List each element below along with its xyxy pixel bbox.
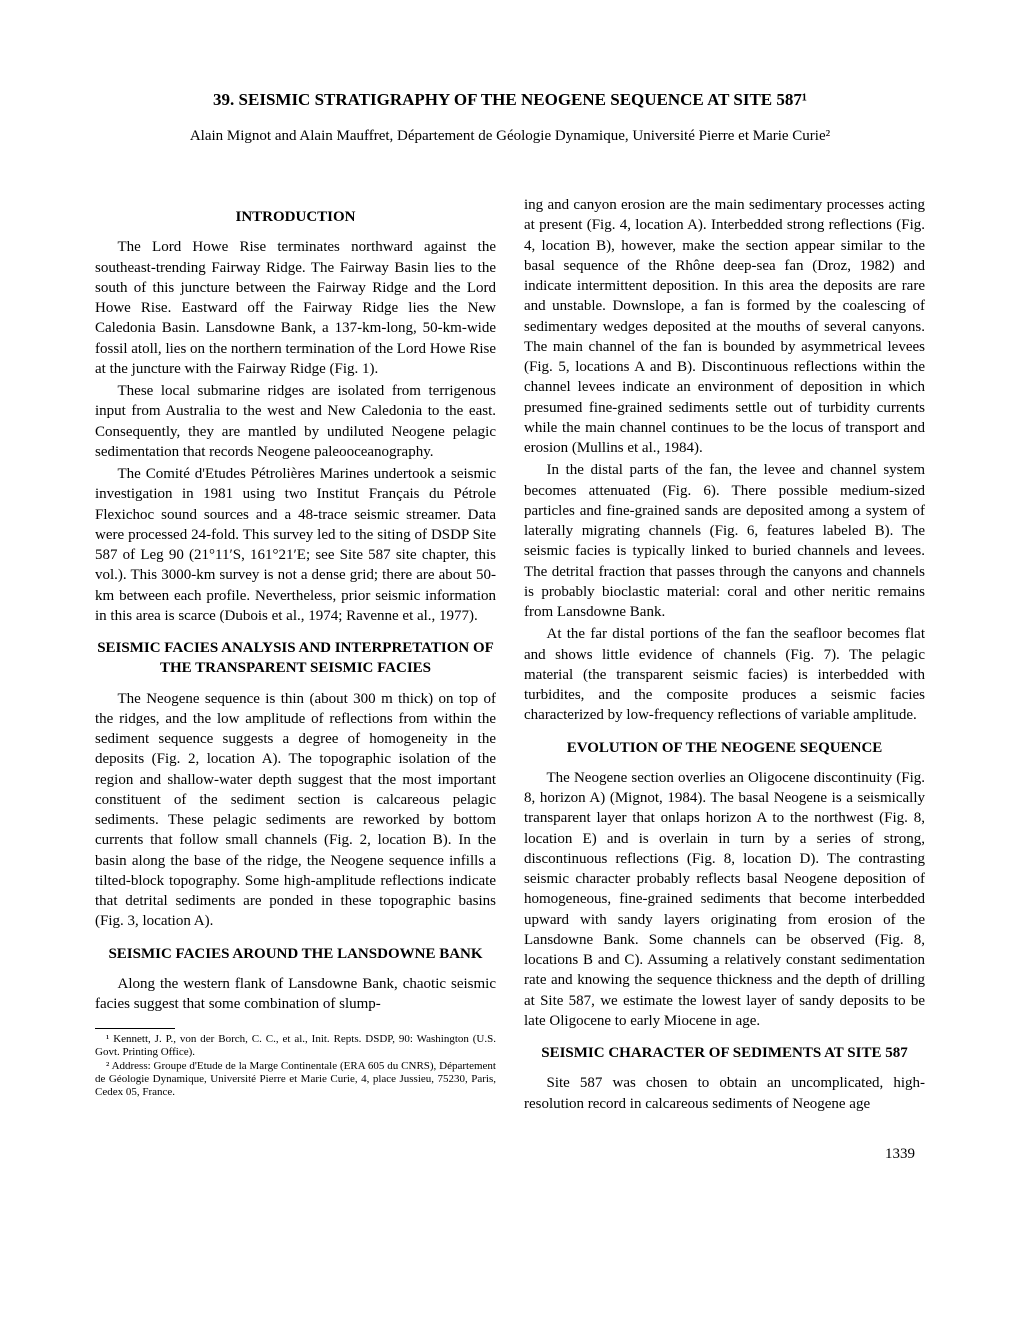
chapter-title: 39. SEISMIC STRATIGRAPHY OF THE NEOGENE …: [95, 90, 925, 110]
paragraph: The Comité d'Etudes Pétrolières Marines …: [95, 464, 496, 626]
footnote-2: ² Address: Groupe d'Etude de la Marge Co…: [95, 1060, 496, 1100]
section-heading-facies: SEISMIC FACIES ANALYSIS AND INTERPRETATI…: [95, 638, 496, 679]
paragraph-continuation: ing and canyon erosion are the main sedi…: [524, 195, 925, 458]
footnote-1: ¹ Kennett, J. P., von der Borch, C. C., …: [95, 1033, 496, 1059]
footnote-divider: [95, 1028, 175, 1029]
paragraph: Site 587 was chosen to obtain an uncompl…: [524, 1073, 925, 1114]
authors-line: Alain Mignot and Alain Mauffret, Départe…: [95, 128, 925, 145]
page-number: 1339: [95, 1146, 925, 1163]
paragraph: In the distal parts of the fan, the leve…: [524, 460, 925, 622]
paragraph: The Lord Howe Rise terminates northward …: [95, 237, 496, 379]
paragraph: The Neogene section overlies an Oligocen…: [524, 768, 925, 1031]
two-column-body: INTRODUCTION The Lord Howe Rise terminat…: [95, 195, 925, 1116]
section-heading-evolution: EVOLUTION OF THE NEOGENE SEQUENCE: [524, 738, 925, 758]
paragraph: At the far distal portions of the fan th…: [524, 624, 925, 725]
paragraph: Along the western flank of Lansdowne Ban…: [95, 974, 496, 1015]
section-heading-bank: SEISMIC FACIES AROUND THE LANSDOWNE BANK: [95, 944, 496, 964]
paragraph: The Neogene sequence is thin (about 300 …: [95, 689, 496, 932]
section-heading-introduction: INTRODUCTION: [95, 207, 496, 227]
paragraph: These local submarine ridges are isolate…: [95, 381, 496, 462]
section-heading-character: SEISMIC CHARACTER OF SEDIMENTS AT SITE 5…: [524, 1043, 925, 1063]
page-container: 39. SEISMIC STRATIGRAPHY OF THE NEOGENE …: [0, 0, 1020, 1203]
